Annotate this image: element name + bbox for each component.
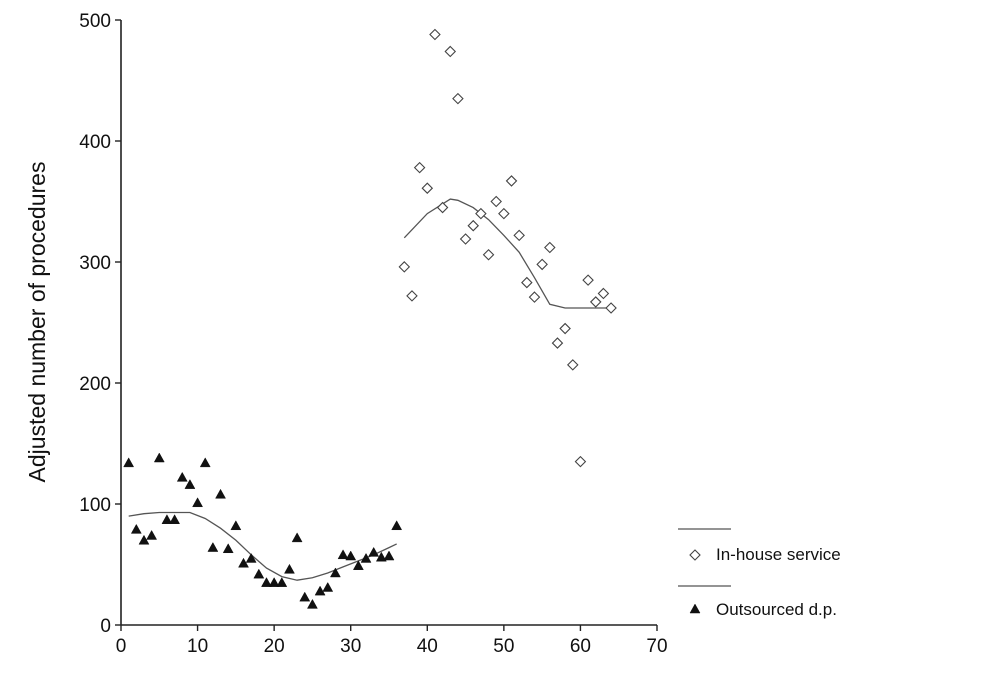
data-point [559, 322, 571, 335]
legend: In-house service Outsourced d.p. [678, 528, 841, 619]
data-point [444, 45, 457, 58]
data-point [459, 233, 472, 245]
data-point [391, 520, 403, 531]
data-point [597, 287, 610, 300]
data-point [222, 543, 234, 554]
y-tick-label: 300 [79, 253, 111, 274]
data-point [329, 567, 341, 578]
data-point [192, 497, 203, 508]
x-tick-label: 70 [646, 636, 667, 657]
x-tick-label: 60 [570, 636, 591, 657]
data-point [436, 201, 449, 214]
data-point [544, 241, 556, 254]
x-tick-label: 10 [187, 636, 208, 657]
data-point [452, 92, 464, 105]
data-point [605, 302, 617, 314]
data-point [566, 359, 579, 371]
data-point [184, 479, 196, 489]
data-point [498, 207, 510, 220]
x-tick-label: 40 [417, 636, 438, 657]
data-point [123, 457, 135, 468]
data-point [352, 560, 364, 570]
data-point [146, 529, 158, 540]
data-point [505, 175, 518, 187]
data-point [429, 28, 441, 41]
data-point [360, 552, 372, 563]
data-point [551, 337, 564, 349]
data-point [589, 296, 602, 308]
data-point [284, 563, 295, 574]
data-point [176, 471, 188, 482]
data-point [513, 229, 525, 242]
data-point [383, 550, 395, 561]
legend-symbol-diamond [689, 549, 701, 561]
legend-symbol-triangle [689, 603, 701, 614]
data-point [574, 455, 587, 468]
data-point [238, 557, 249, 568]
trend-lines [128, 198, 612, 581]
data-point [199, 457, 211, 468]
y-tick-label: 500 [79, 11, 111, 32]
data-point [253, 568, 265, 579]
data-point [153, 452, 165, 463]
x-tick-label: 50 [493, 636, 514, 657]
data-point [291, 532, 303, 543]
data-point [398, 261, 411, 273]
data-point [345, 550, 357, 561]
data-point [337, 549, 349, 560]
data-point [421, 182, 434, 194]
data-point [138, 534, 150, 545]
data-point [406, 290, 418, 302]
x-tick-label: 0 [116, 636, 127, 657]
y-tick-label: 100 [79, 495, 111, 516]
data-point [207, 542, 219, 552]
data-point [276, 577, 288, 587]
data-point [413, 161, 426, 174]
legend-marker-in-house [689, 549, 701, 561]
data-point [490, 195, 502, 208]
trend-line-0 [403, 198, 612, 309]
data-point [261, 577, 272, 587]
legend-label-outsourced: Outsourced d.p. [716, 600, 837, 619]
data-point [130, 523, 142, 534]
data-point [467, 219, 480, 232]
x-tick-label: 30 [340, 636, 361, 657]
data-point [536, 258, 548, 271]
data-point [268, 577, 280, 587]
data-point [307, 598, 318, 609]
data-point [521, 276, 533, 289]
data-point [314, 585, 326, 596]
data-point [161, 514, 173, 524]
data-point [215, 488, 226, 499]
data-point [475, 207, 487, 220]
data-point [582, 274, 594, 286]
data-point [299, 591, 311, 602]
data-point [245, 552, 257, 563]
axes: 0 10 20 30 40 50 60 70 0 100 200 300 400 500 [79, 11, 667, 657]
x-tick-label: 20 [264, 636, 285, 657]
data-points [123, 28, 617, 609]
data-point [230, 520, 242, 531]
y-tick-label: 200 [79, 374, 111, 395]
y-tick-label: 400 [79, 132, 111, 153]
data-point [368, 546, 380, 557]
data-point [482, 248, 495, 261]
data-point [528, 291, 541, 303]
y-tick-label: 0 [100, 616, 111, 637]
data-point [322, 581, 334, 592]
legend-marker-outsourced [689, 603, 701, 614]
data-point [169, 514, 181, 524]
data-point [375, 551, 387, 562]
legend-label-in-house: In-house service [716, 545, 841, 564]
y-axis-title: Adjusted number of procedures [24, 162, 50, 483]
